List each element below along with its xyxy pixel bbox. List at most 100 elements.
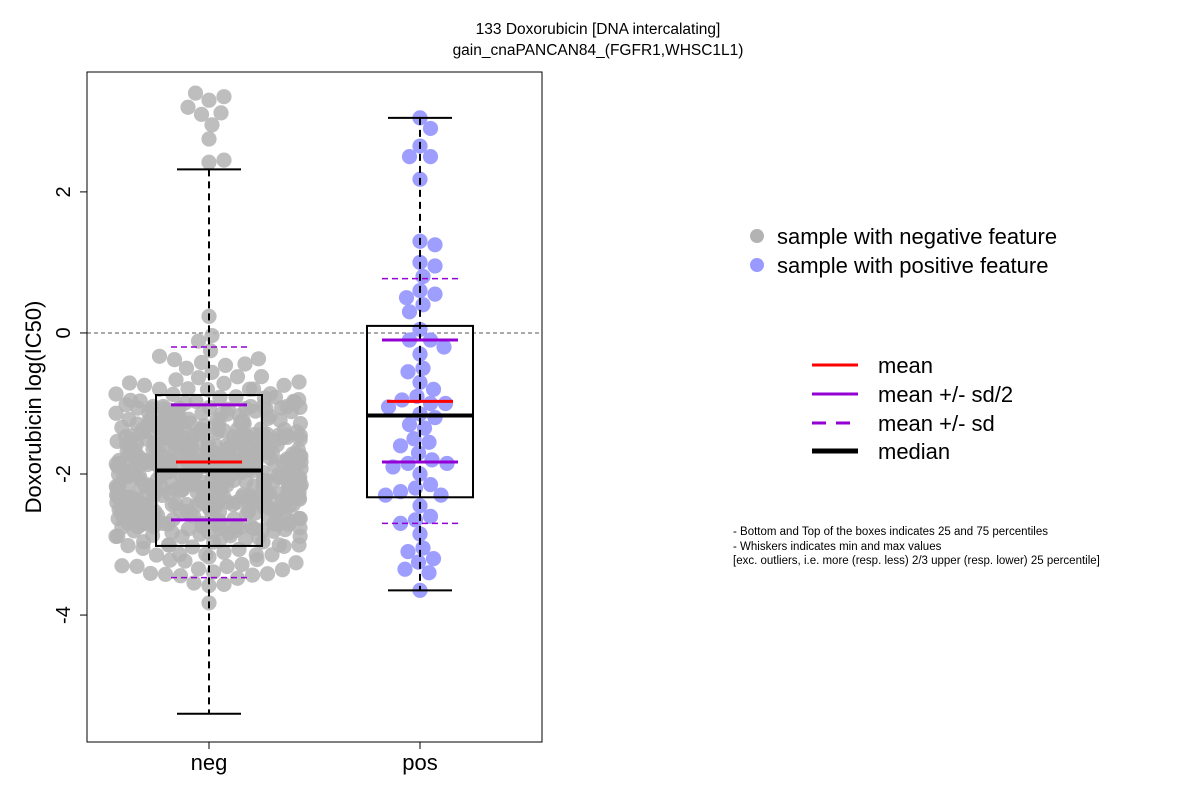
data-point-neg: [204, 117, 220, 133]
legend-sd-label: mean +/- sd: [878, 411, 995, 436]
data-point-pos: [421, 434, 437, 450]
data-point-neg: [201, 131, 217, 147]
stats-layer: [155, 116, 474, 715]
data-point-neg: [168, 496, 184, 512]
data-point-neg: [188, 393, 204, 409]
footnote-line-1: - Bottom and Top of the boxes indicates …: [733, 526, 1048, 538]
data-point-pos: [398, 290, 415, 306]
y-tick-label: -2: [53, 465, 75, 483]
data-point-pos: [422, 120, 439, 137]
data-point-pos: [401, 417, 418, 433]
data-point-pos: [406, 431, 422, 447]
data-point-neg: [250, 351, 267, 367]
data-point-pos: [400, 364, 416, 380]
data-point-neg: [253, 369, 270, 385]
point-legend: sample with negative feature sample with…: [750, 224, 1057, 278]
data-point-neg: [121, 411, 137, 428]
iqr-box: [366, 324, 474, 499]
data-point-neg: [184, 539, 201, 555]
data-point-pos: [410, 445, 427, 461]
data-point-neg: [193, 354, 210, 371]
legend-pos-label: sample with positive feature: [777, 253, 1048, 278]
data-point-neg: [201, 154, 217, 170]
data-point-neg: [114, 558, 130, 574]
x-axis: neg pos: [191, 742, 438, 775]
data-point-neg: [291, 510, 307, 526]
legend-median-label: median: [878, 439, 950, 464]
data-point-pos: [412, 346, 428, 362]
data-point-neg: [271, 537, 287, 553]
data-point-neg: [259, 566, 276, 582]
y-axis-label: Doxorubicin log(IC50): [21, 301, 46, 514]
data-point-pos: [424, 452, 440, 468]
data-point-neg: [274, 562, 291, 578]
data-point-neg: [235, 487, 251, 503]
data-point-pos: [415, 360, 431, 376]
data-point-neg: [216, 375, 232, 392]
data-point-neg: [204, 327, 220, 344]
legend-neg-label: sample with negative feature: [777, 224, 1057, 249]
data-point-neg: [172, 546, 188, 563]
data-point-pos: [401, 149, 418, 165]
data-point-pos: [412, 526, 428, 542]
data-point-pos: [400, 543, 416, 560]
data-point-pos: [437, 395, 454, 412]
data-point-neg: [292, 415, 308, 432]
data-point-pos: [425, 551, 442, 567]
data-point-neg: [168, 372, 184, 388]
data-point-pos: [422, 476, 439, 493]
data-point-neg: [262, 386, 279, 402]
footnote-line-2: - Whiskers indicates min and max values: [733, 540, 942, 553]
y-tick-label: 2: [53, 186, 75, 197]
data-point-pos: [410, 554, 427, 570]
data-point-neg: [288, 555, 304, 571]
y-tick-label: -4: [53, 606, 75, 624]
data-point-neg: [245, 381, 262, 397]
y-axis: -4 -2 0 2: [53, 72, 88, 742]
data-point-neg: [199, 381, 216, 398]
data-point-pos: [392, 484, 409, 500]
data-point-neg: [219, 558, 235, 575]
data-point-neg: [190, 370, 207, 386]
data-point-neg: [193, 106, 210, 122]
data-point-pos: [380, 399, 397, 415]
data-point-neg: [217, 357, 234, 374]
data-point-pos: [427, 237, 443, 253]
data-point-neg: [142, 565, 159, 582]
data-point-neg: [172, 568, 189, 584]
data-point-neg: [244, 567, 261, 583]
data-point-neg: [291, 374, 307, 390]
data-point-neg: [229, 570, 246, 586]
data-point-pos: [433, 487, 449, 503]
data-point-pos: [422, 508, 439, 524]
data-point-neg: [234, 556, 250, 573]
data-point-neg: [212, 389, 228, 405]
data-point-pos: [427, 286, 443, 302]
data-point-neg: [121, 375, 138, 391]
data-point-neg: [120, 538, 136, 554]
data-point-neg: [108, 386, 124, 402]
data-point-neg: [136, 377, 153, 394]
data-point-neg: [216, 152, 232, 168]
data-point-neg: [180, 99, 196, 115]
data-point-neg: [122, 392, 139, 408]
data-point-neg: [213, 105, 229, 121]
data-point-neg: [187, 85, 204, 101]
data-point-neg: [243, 398, 259, 415]
data-point-neg: [179, 496, 195, 513]
data-point-pos: [401, 304, 418, 320]
footnote: - Bottom and Top of the boxes indicates …: [733, 525, 1100, 569]
data-point-neg: [238, 531, 254, 547]
data-point-neg: [157, 566, 174, 582]
data-point-neg: [148, 547, 165, 563]
data-point-pos: [421, 565, 437, 581]
y-tick-label: 0: [53, 327, 75, 338]
data-point-neg: [201, 578, 217, 594]
data-point-pos: [436, 339, 452, 355]
data-point-neg: [216, 89, 232, 105]
points-layer: [108, 85, 455, 611]
data-point-neg: [166, 352, 183, 368]
data-point-pos: [422, 149, 439, 165]
data-point-neg: [291, 392, 307, 408]
data-point-neg: [229, 369, 246, 385]
